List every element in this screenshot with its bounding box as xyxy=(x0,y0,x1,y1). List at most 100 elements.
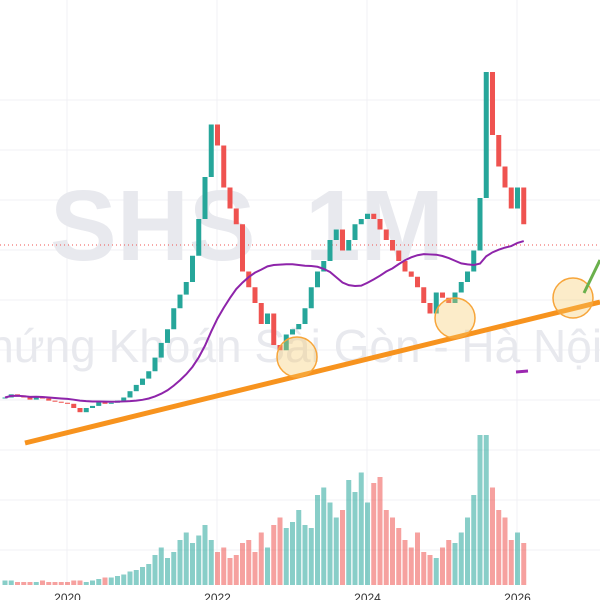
marker xyxy=(515,369,529,374)
volume-bar xyxy=(65,582,70,585)
volume-bar xyxy=(158,547,164,585)
volume-bar xyxy=(8,580,14,585)
candle xyxy=(271,313,277,345)
volume-bar xyxy=(83,582,89,585)
volume-bar xyxy=(258,532,264,585)
candle xyxy=(515,187,520,209)
candle xyxy=(421,287,427,303)
volume-bar xyxy=(352,492,358,585)
volume-bar xyxy=(446,540,452,585)
candle xyxy=(390,240,395,251)
candle xyxy=(146,371,152,379)
candle xyxy=(177,294,183,309)
highlight-circle xyxy=(276,336,318,378)
volume-bar xyxy=(133,570,139,585)
volume-bar xyxy=(471,495,477,585)
candle xyxy=(346,240,352,251)
candle xyxy=(90,405,95,408)
volume-bar xyxy=(165,558,170,585)
volume-bar xyxy=(202,525,208,585)
volume-bar xyxy=(208,540,214,585)
volume-bar xyxy=(102,577,108,585)
candle xyxy=(265,313,270,324)
volume-bar xyxy=(52,582,58,585)
candle xyxy=(133,384,139,392)
candle xyxy=(127,391,133,398)
volume-bar xyxy=(115,576,120,585)
candle xyxy=(252,287,258,303)
volume-bar xyxy=(183,532,189,585)
volume-bar xyxy=(71,580,77,585)
volume-bar xyxy=(440,547,445,585)
candle xyxy=(446,297,452,303)
candle xyxy=(458,282,464,293)
candle xyxy=(358,219,364,225)
candle xyxy=(52,400,58,402)
candle xyxy=(433,292,439,314)
volume-bar xyxy=(515,532,520,585)
candle xyxy=(383,229,389,240)
candle xyxy=(440,292,445,298)
volume-bar xyxy=(2,580,8,585)
candle xyxy=(221,145,227,188)
volume-bar xyxy=(427,555,433,585)
volume-bar xyxy=(390,517,395,585)
volume-bar xyxy=(127,571,133,585)
volume-bar xyxy=(277,517,283,585)
volume-bar xyxy=(365,502,370,585)
candle xyxy=(215,124,220,146)
candle xyxy=(477,198,483,251)
candle xyxy=(258,303,264,324)
candle xyxy=(371,213,377,219)
volume-bar xyxy=(508,540,514,585)
candle xyxy=(290,329,295,335)
volume-bar xyxy=(271,525,277,585)
candle xyxy=(71,403,77,408)
candle xyxy=(496,135,502,167)
volume-bar xyxy=(221,547,227,585)
candle xyxy=(340,229,345,251)
volume-bar xyxy=(521,543,527,585)
volume-bar xyxy=(40,580,45,585)
volume-bar xyxy=(46,582,52,585)
candle xyxy=(296,324,302,330)
candle xyxy=(333,229,339,240)
volume-bar xyxy=(415,532,420,585)
candle xyxy=(377,219,383,230)
volume-bar xyxy=(377,477,383,585)
volume-bar xyxy=(315,495,320,585)
volume-bar xyxy=(90,580,95,585)
volume-bar xyxy=(246,540,252,585)
candle xyxy=(396,250,402,261)
candle xyxy=(27,397,33,400)
volume-bar xyxy=(21,582,27,585)
candle xyxy=(365,213,370,219)
candle xyxy=(140,378,145,385)
candle xyxy=(33,396,39,400)
volume-bar xyxy=(383,510,389,585)
grid xyxy=(0,0,600,585)
candle xyxy=(190,255,195,282)
volume-bar xyxy=(171,552,177,585)
volume-bar xyxy=(408,547,414,585)
x-tick-label: 2020 xyxy=(54,591,81,600)
volume-bar xyxy=(502,517,508,585)
arrow-line xyxy=(582,259,600,294)
volume-bar xyxy=(108,577,114,585)
candle xyxy=(502,166,508,188)
volume-bar xyxy=(27,582,33,585)
volume-bar xyxy=(58,582,64,585)
volume-bar xyxy=(240,543,245,585)
candle xyxy=(246,271,252,288)
candle xyxy=(483,72,489,198)
volume-bar xyxy=(265,547,270,585)
candle xyxy=(427,303,433,314)
candle xyxy=(521,187,527,225)
volume-bar xyxy=(283,528,289,585)
volume-bar xyxy=(290,522,295,585)
candle xyxy=(321,261,327,272)
volume-bar xyxy=(496,510,502,585)
volume-bar xyxy=(296,510,302,585)
volume-bar xyxy=(421,552,427,585)
